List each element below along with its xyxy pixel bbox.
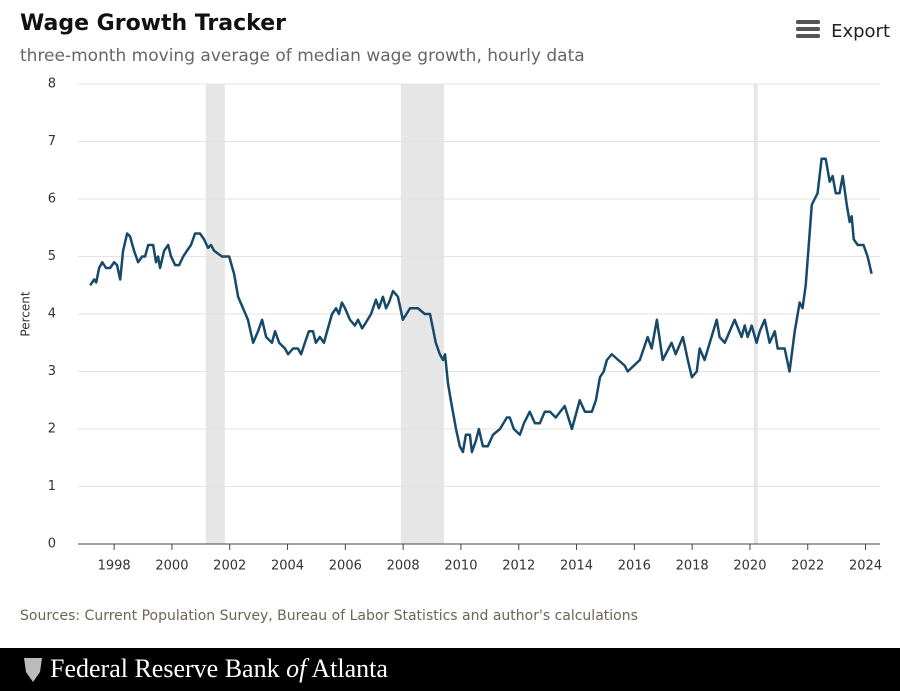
x-tick-label: 2002 [213,559,246,574]
footer-band [0,648,900,691]
footer-brand: Federal Reserve Bank of Atlanta [50,654,388,683]
x-tick-label: 2024 [849,559,882,574]
footer-text: Atlanta [311,654,388,683]
menu-icon [796,20,820,24]
export-button[interactable]: Export [796,20,890,42]
chart-subtitle: three-month moving average of median wag… [20,46,585,66]
y-tick-label: 1 [48,479,56,494]
x-tick-label: 2004 [271,559,304,574]
x-tick-label: 2018 [676,559,709,574]
x-tick-label: 2010 [444,559,477,574]
chart-title: Wage Growth Tracker [20,11,286,36]
source-note: Sources: Current Population Survey, Bure… [20,608,638,624]
export-label: Export [831,21,890,42]
x-tick-label: 2012 [502,559,535,574]
y-tick-label: 6 [48,192,56,207]
footer-logo [24,658,42,682]
y-axis-label: Percent [19,291,33,336]
y-tick-label: 0 [48,537,56,552]
x-tick-label: 2006 [329,559,362,574]
x-tick-label: 2014 [560,559,593,574]
y-tick-label: 7 [48,134,56,149]
y-tick-label: 5 [48,249,56,264]
y-tick-label: 2 [48,422,56,437]
y-tick-label: 8 [48,77,56,92]
y-tick-label: 4 [48,307,56,322]
menu-icon [796,27,820,31]
wage-growth-line [89,157,873,454]
x-tick-label: 2020 [733,559,766,574]
footer-text: Federal Reserve Bank [50,654,280,683]
x-tick-label: 2000 [155,559,188,574]
menu-icon [796,34,820,38]
x-tick-label: 2016 [618,559,651,574]
y-tick-label: 3 [48,364,56,379]
x-tick-label: 2008 [387,559,420,574]
footer-text: of [286,654,310,683]
x-tick-label: 2022 [791,559,824,574]
x-tick-label: 1998 [98,559,131,574]
